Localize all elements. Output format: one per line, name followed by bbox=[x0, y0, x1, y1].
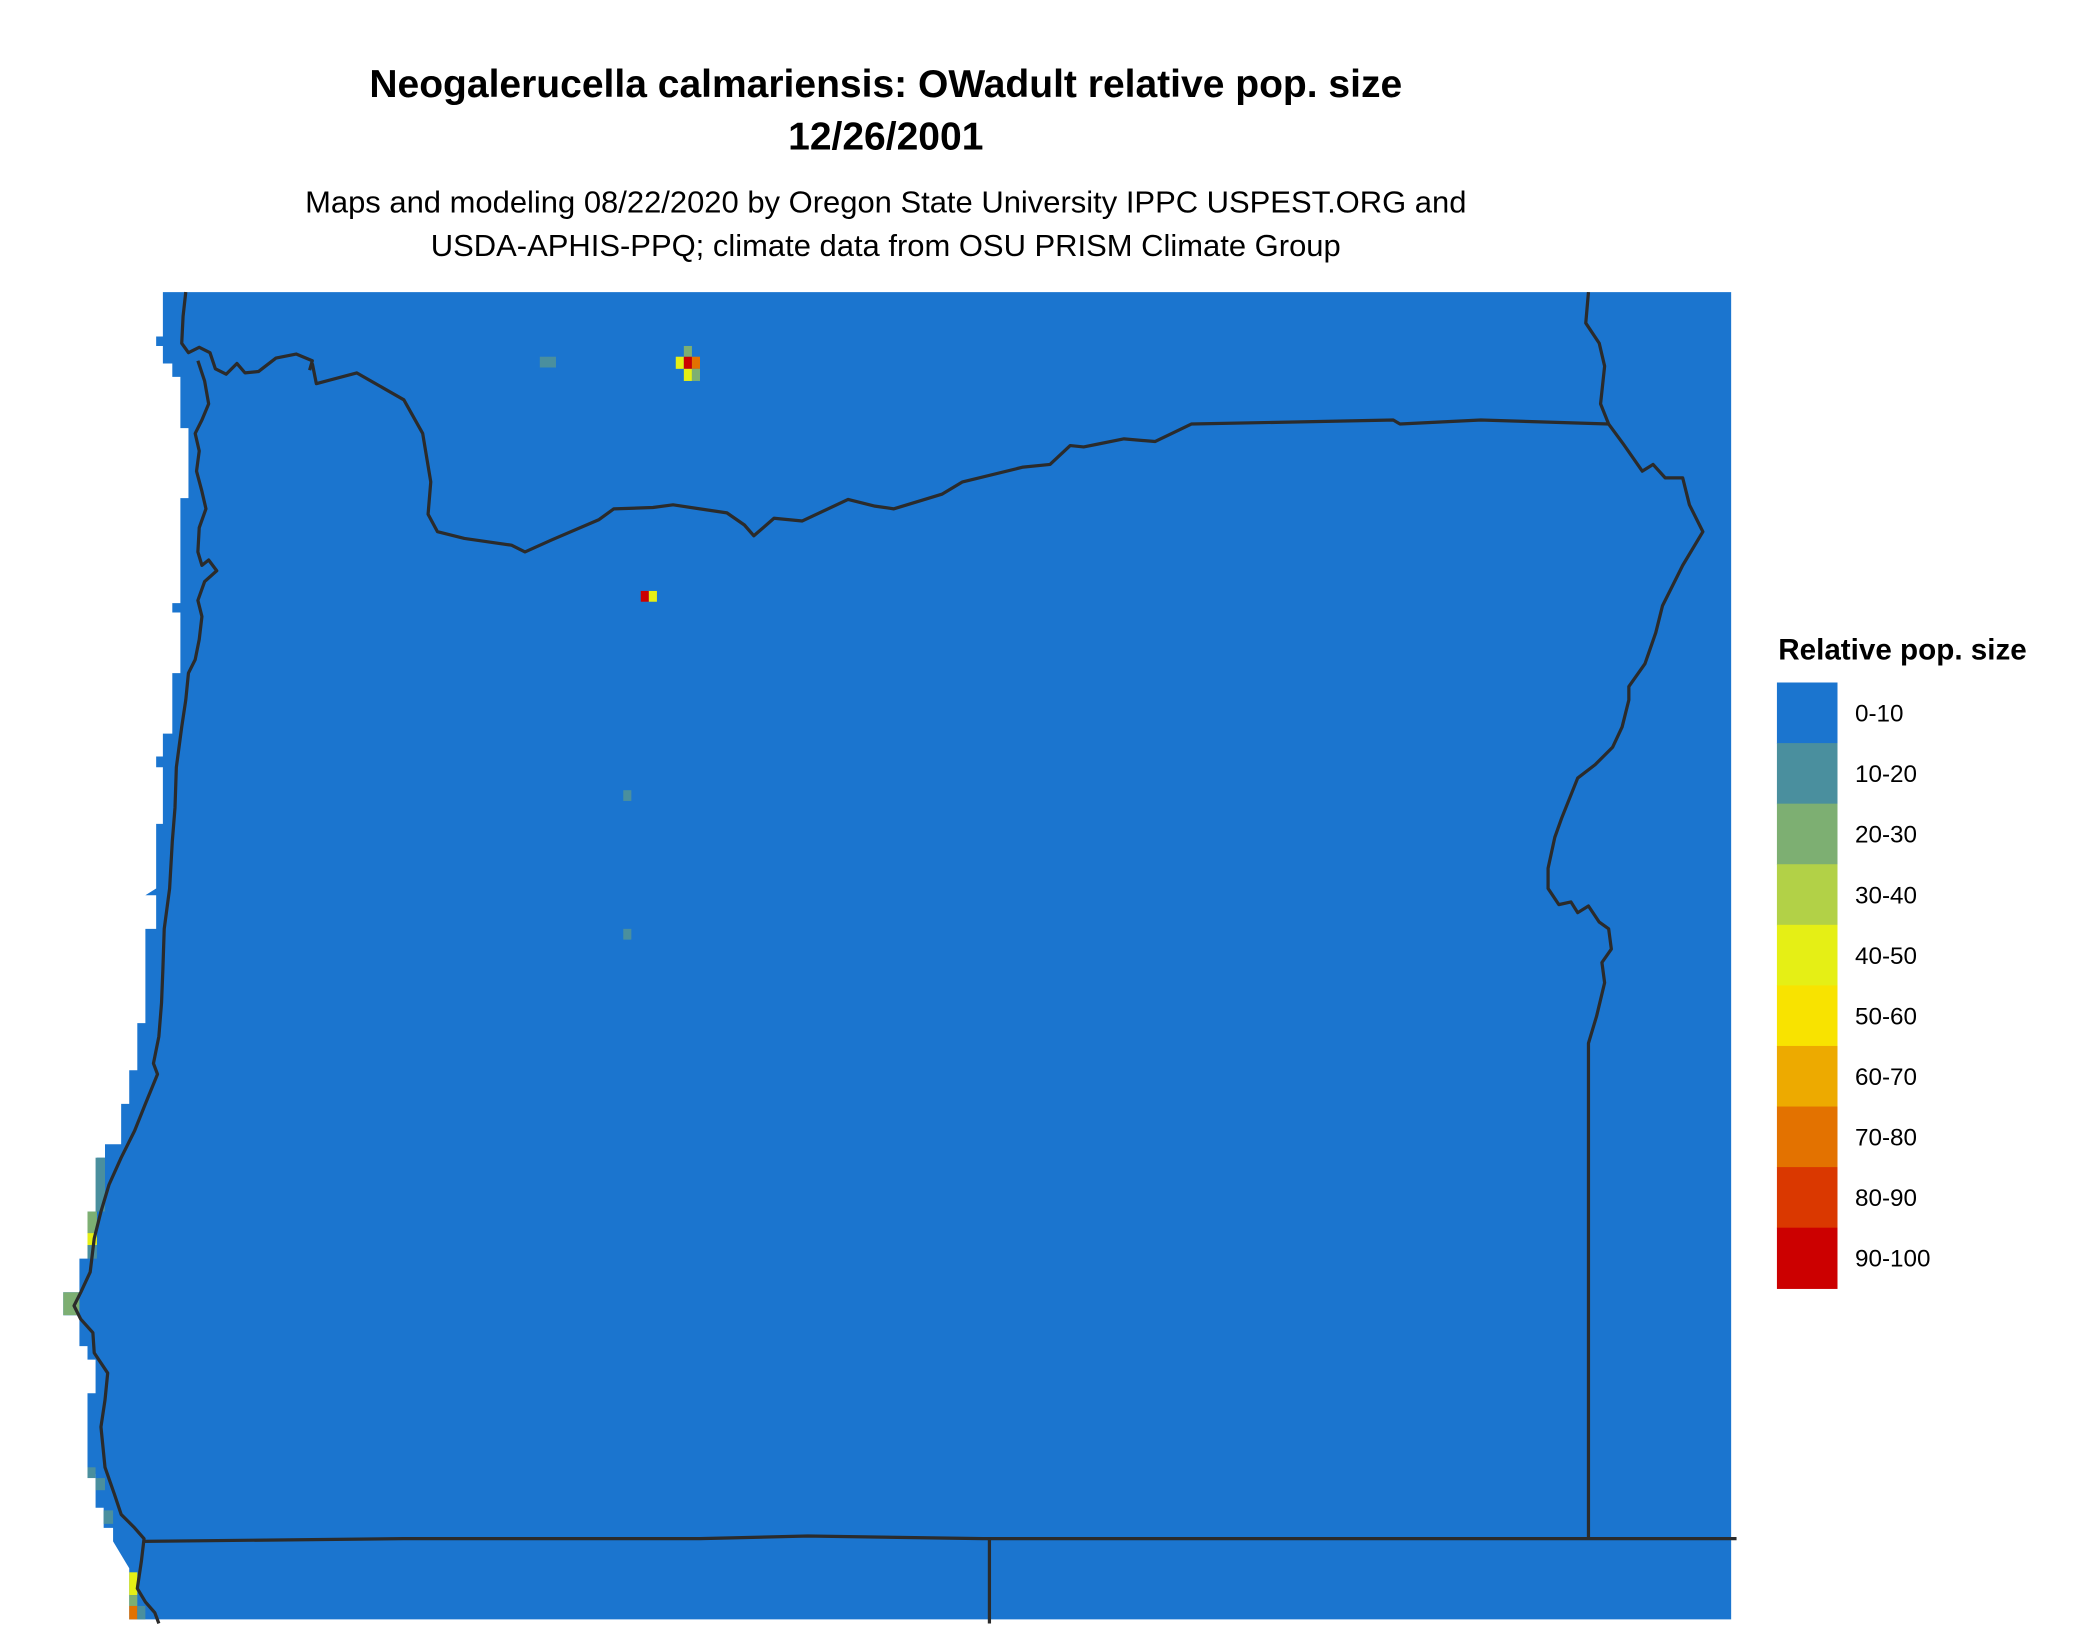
raster-cell-20-30 bbox=[129, 1595, 138, 1606]
raster-cell-10-20 bbox=[103, 1510, 114, 1524]
legend: 0-10 10-20 20-30 30-40 40-50 50-60 60-70 70-80 8… bbox=[1776, 682, 1930, 1289]
raster-cell-10-20 bbox=[87, 1467, 96, 1479]
legend-label: 20-30 bbox=[1855, 822, 1917, 849]
state-borders bbox=[72, 291, 1737, 1625]
map-subtitle-line2: USDA-APHIS-PPQ; climate data from OSU PR… bbox=[431, 228, 1341, 263]
legend-label: 90-100 bbox=[1855, 1246, 1930, 1273]
raster-cell-70-80 bbox=[129, 1605, 138, 1620]
legend-swatch-70-80 bbox=[1776, 1106, 1838, 1168]
raster-cell-20-30 bbox=[691, 368, 700, 381]
map-subtitle-line1: Maps and modeling 08/22/2020 by Oregon S… bbox=[305, 185, 1466, 220]
map-title: Neogalerucella calmariensis: OWadult rel… bbox=[369, 63, 1402, 106]
washington-idaho-border bbox=[1584, 291, 1611, 425]
population-raster bbox=[63, 292, 1732, 1620]
raster-cell-10-20 bbox=[137, 1605, 146, 1620]
legend-title: Relative pop. size bbox=[1778, 634, 2026, 667]
raster-cell-40-50 bbox=[675, 356, 684, 369]
oregon-washington-border bbox=[310, 363, 1609, 554]
columbia-river-border bbox=[72, 360, 219, 1625]
raster-cell-40-50 bbox=[648, 590, 657, 602]
washington-coastline bbox=[180, 291, 314, 376]
legend-label: 10-20 bbox=[1855, 761, 1917, 788]
legend-swatch-90-100 bbox=[1776, 1227, 1838, 1289]
legend-swatch-10-20 bbox=[1776, 743, 1838, 805]
oregon-idaho-border bbox=[1546, 423, 1705, 1539]
legend-label: 70-80 bbox=[1855, 1125, 1917, 1152]
legend-swatch-80-90 bbox=[1776, 1167, 1838, 1229]
raster-cell-10-20 bbox=[95, 1478, 105, 1491]
raster-cell-70-80 bbox=[691, 356, 700, 369]
raster-cells bbox=[63, 345, 700, 1620]
raster-cell-90-100 bbox=[683, 356, 692, 369]
legend-label: 60-70 bbox=[1855, 1064, 1917, 1091]
legend-label: 50-60 bbox=[1855, 1003, 1917, 1030]
raster-cell-20-30 bbox=[87, 1211, 97, 1234]
raster-cell-10-20 bbox=[95, 1157, 105, 1212]
southern-border bbox=[142, 1534, 1737, 1543]
legend-swatch-20-30 bbox=[1776, 803, 1838, 865]
legend-label: 0-10 bbox=[1855, 701, 1903, 728]
raster-cell-10-20 bbox=[623, 790, 632, 801]
raster-cell-40-50 bbox=[129, 1572, 138, 1596]
map-date: 12/26/2001 bbox=[788, 115, 983, 158]
raster-fill-0-10 bbox=[63, 292, 1732, 1620]
legend-swatch-50-60 bbox=[1776, 985, 1838, 1047]
legend-label: 30-40 bbox=[1855, 882, 1917, 909]
legend-label: 40-50 bbox=[1855, 943, 1917, 970]
raster-cell-10-20 bbox=[539, 356, 556, 368]
raster-cell-10-20 bbox=[623, 928, 632, 940]
legend-swatch-30-40 bbox=[1776, 864, 1838, 926]
raster-cell-20-30 bbox=[683, 345, 692, 359]
legend-swatch-60-70 bbox=[1776, 1045, 1838, 1108]
raster-cell-90-100 bbox=[640, 590, 649, 602]
raster-cell-40-50 bbox=[683, 368, 692, 381]
legend-swatch-0-10 bbox=[1776, 682, 1838, 744]
legend-swatch-40-50 bbox=[1776, 924, 1838, 987]
legend-label: 80-90 bbox=[1855, 1185, 1917, 1212]
raster-cell-40-50 bbox=[87, 1233, 97, 1246]
